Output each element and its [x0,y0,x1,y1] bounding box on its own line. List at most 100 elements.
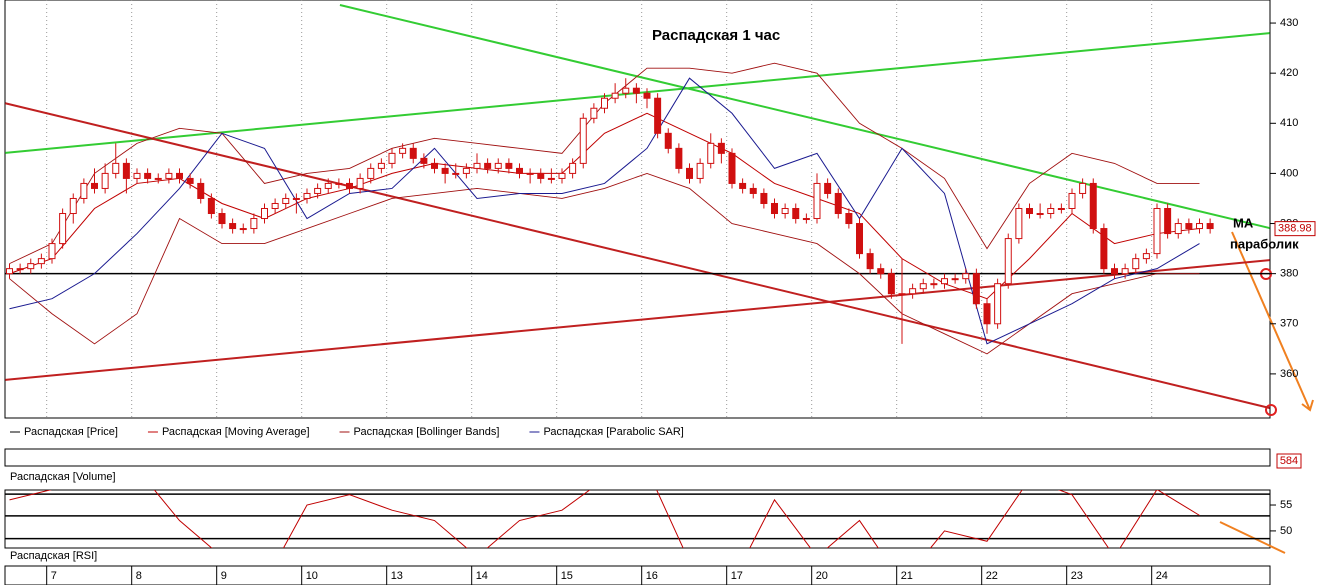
candle-body [250,218,258,230]
candle-body [962,273,970,280]
candle-body [1036,213,1044,216]
candle-body [441,167,449,174]
candle-body [1111,268,1118,275]
candle-body [335,182,343,185]
candle-body [622,87,630,94]
candle-body [80,182,88,199]
x-tick-label: 10 [306,570,318,582]
volume-last: 584 [1280,455,1298,467]
bollinger-lower [9,172,1200,355]
candle-body [516,167,523,174]
candle-body [983,303,991,325]
candle-body [941,278,948,285]
y-tick-label: 430 [1280,17,1298,29]
candle-body [813,182,821,220]
candle-body [686,167,693,179]
trendline [5,102,1270,409]
candle-body [1142,253,1150,260]
candle-body [59,213,67,245]
candle-body [781,207,789,215]
x-tick-label: 21 [901,570,913,582]
legend: Распадская [Price] Распадская [Moving Ave… [10,426,684,438]
candle-body [282,197,290,204]
x-tick-label: 13 [391,570,403,582]
candle-body [1174,223,1182,235]
candle-body [271,202,279,209]
candle-body [696,162,704,179]
candle-body [122,162,130,179]
candle-body [526,172,534,175]
volume-label: Распадская [Volume] [10,471,116,483]
candle-body [675,147,683,169]
candle-body [314,187,322,194]
candle-body [845,213,853,225]
candle-body [558,172,566,179]
chart-title: Распадская 1 час [652,27,780,44]
candle-body [866,253,874,270]
candle-body [1100,228,1108,270]
candle-body [664,132,672,149]
candle-body [16,268,24,271]
candle-body [218,213,226,225]
candle-body [101,172,109,189]
candle-body [877,268,885,275]
candle-body [1047,207,1055,215]
candle-body [537,172,545,179]
x-tick-label: 17 [731,570,743,582]
candle-body [1004,238,1012,285]
moving-average [9,112,1200,300]
candle-body [771,202,778,215]
candle-body [994,283,1002,325]
candle-body [654,97,662,134]
x-tick-label: 24 [1156,570,1168,582]
candle-body [154,177,162,180]
candle-body [473,162,481,169]
candle-body [494,162,502,169]
date-axis [4,565,1271,585]
y-tick-label: 370 [1280,318,1298,330]
x-tick-label: 7 [51,570,57,582]
candle-body [176,172,183,179]
legend-label: Распадская [Price] [24,426,118,438]
candle-body [112,162,120,174]
volume-panel [4,448,1271,467]
rsi-tick-label: 55 [1280,499,1292,511]
candle-body [739,182,747,189]
candle-body [165,172,173,179]
candle-body [367,167,375,179]
candle-body [377,162,385,169]
candle-body [186,177,194,184]
x-tick-label: 8 [136,570,142,582]
candle-body [197,182,205,199]
candle-body [388,152,396,164]
price-panel [4,0,1271,419]
trendline [339,4,1270,230]
x-tick-label: 14 [476,570,488,582]
rsi-tick-label: 50 [1280,525,1292,537]
candle-body [91,182,98,189]
candle-body [972,273,980,305]
candle-body [728,152,736,184]
x-tick-label: 22 [986,570,998,582]
y-tick-label: 400 [1280,167,1298,179]
candle-body [632,87,640,94]
candle-body [420,157,428,164]
y-tick-label: 410 [1280,117,1298,129]
candle-body [133,172,141,179]
candle-body [1206,223,1214,230]
candle-body [717,142,725,154]
legend-label: Распадская [Moving Average] [162,426,310,438]
candle-body [6,268,13,275]
price-plot [5,0,1270,418]
candle-body [1015,207,1023,240]
candle-body [590,107,598,119]
rsi-label: Распадская [RSI] [10,550,97,562]
candle-body [611,92,619,99]
candle-body [261,207,268,220]
candle-body [1057,207,1065,210]
annotation: параболик [1230,236,1299,251]
candle-body [324,182,332,189]
last-price-box [1274,221,1316,237]
parabolic-sar [9,77,1200,345]
